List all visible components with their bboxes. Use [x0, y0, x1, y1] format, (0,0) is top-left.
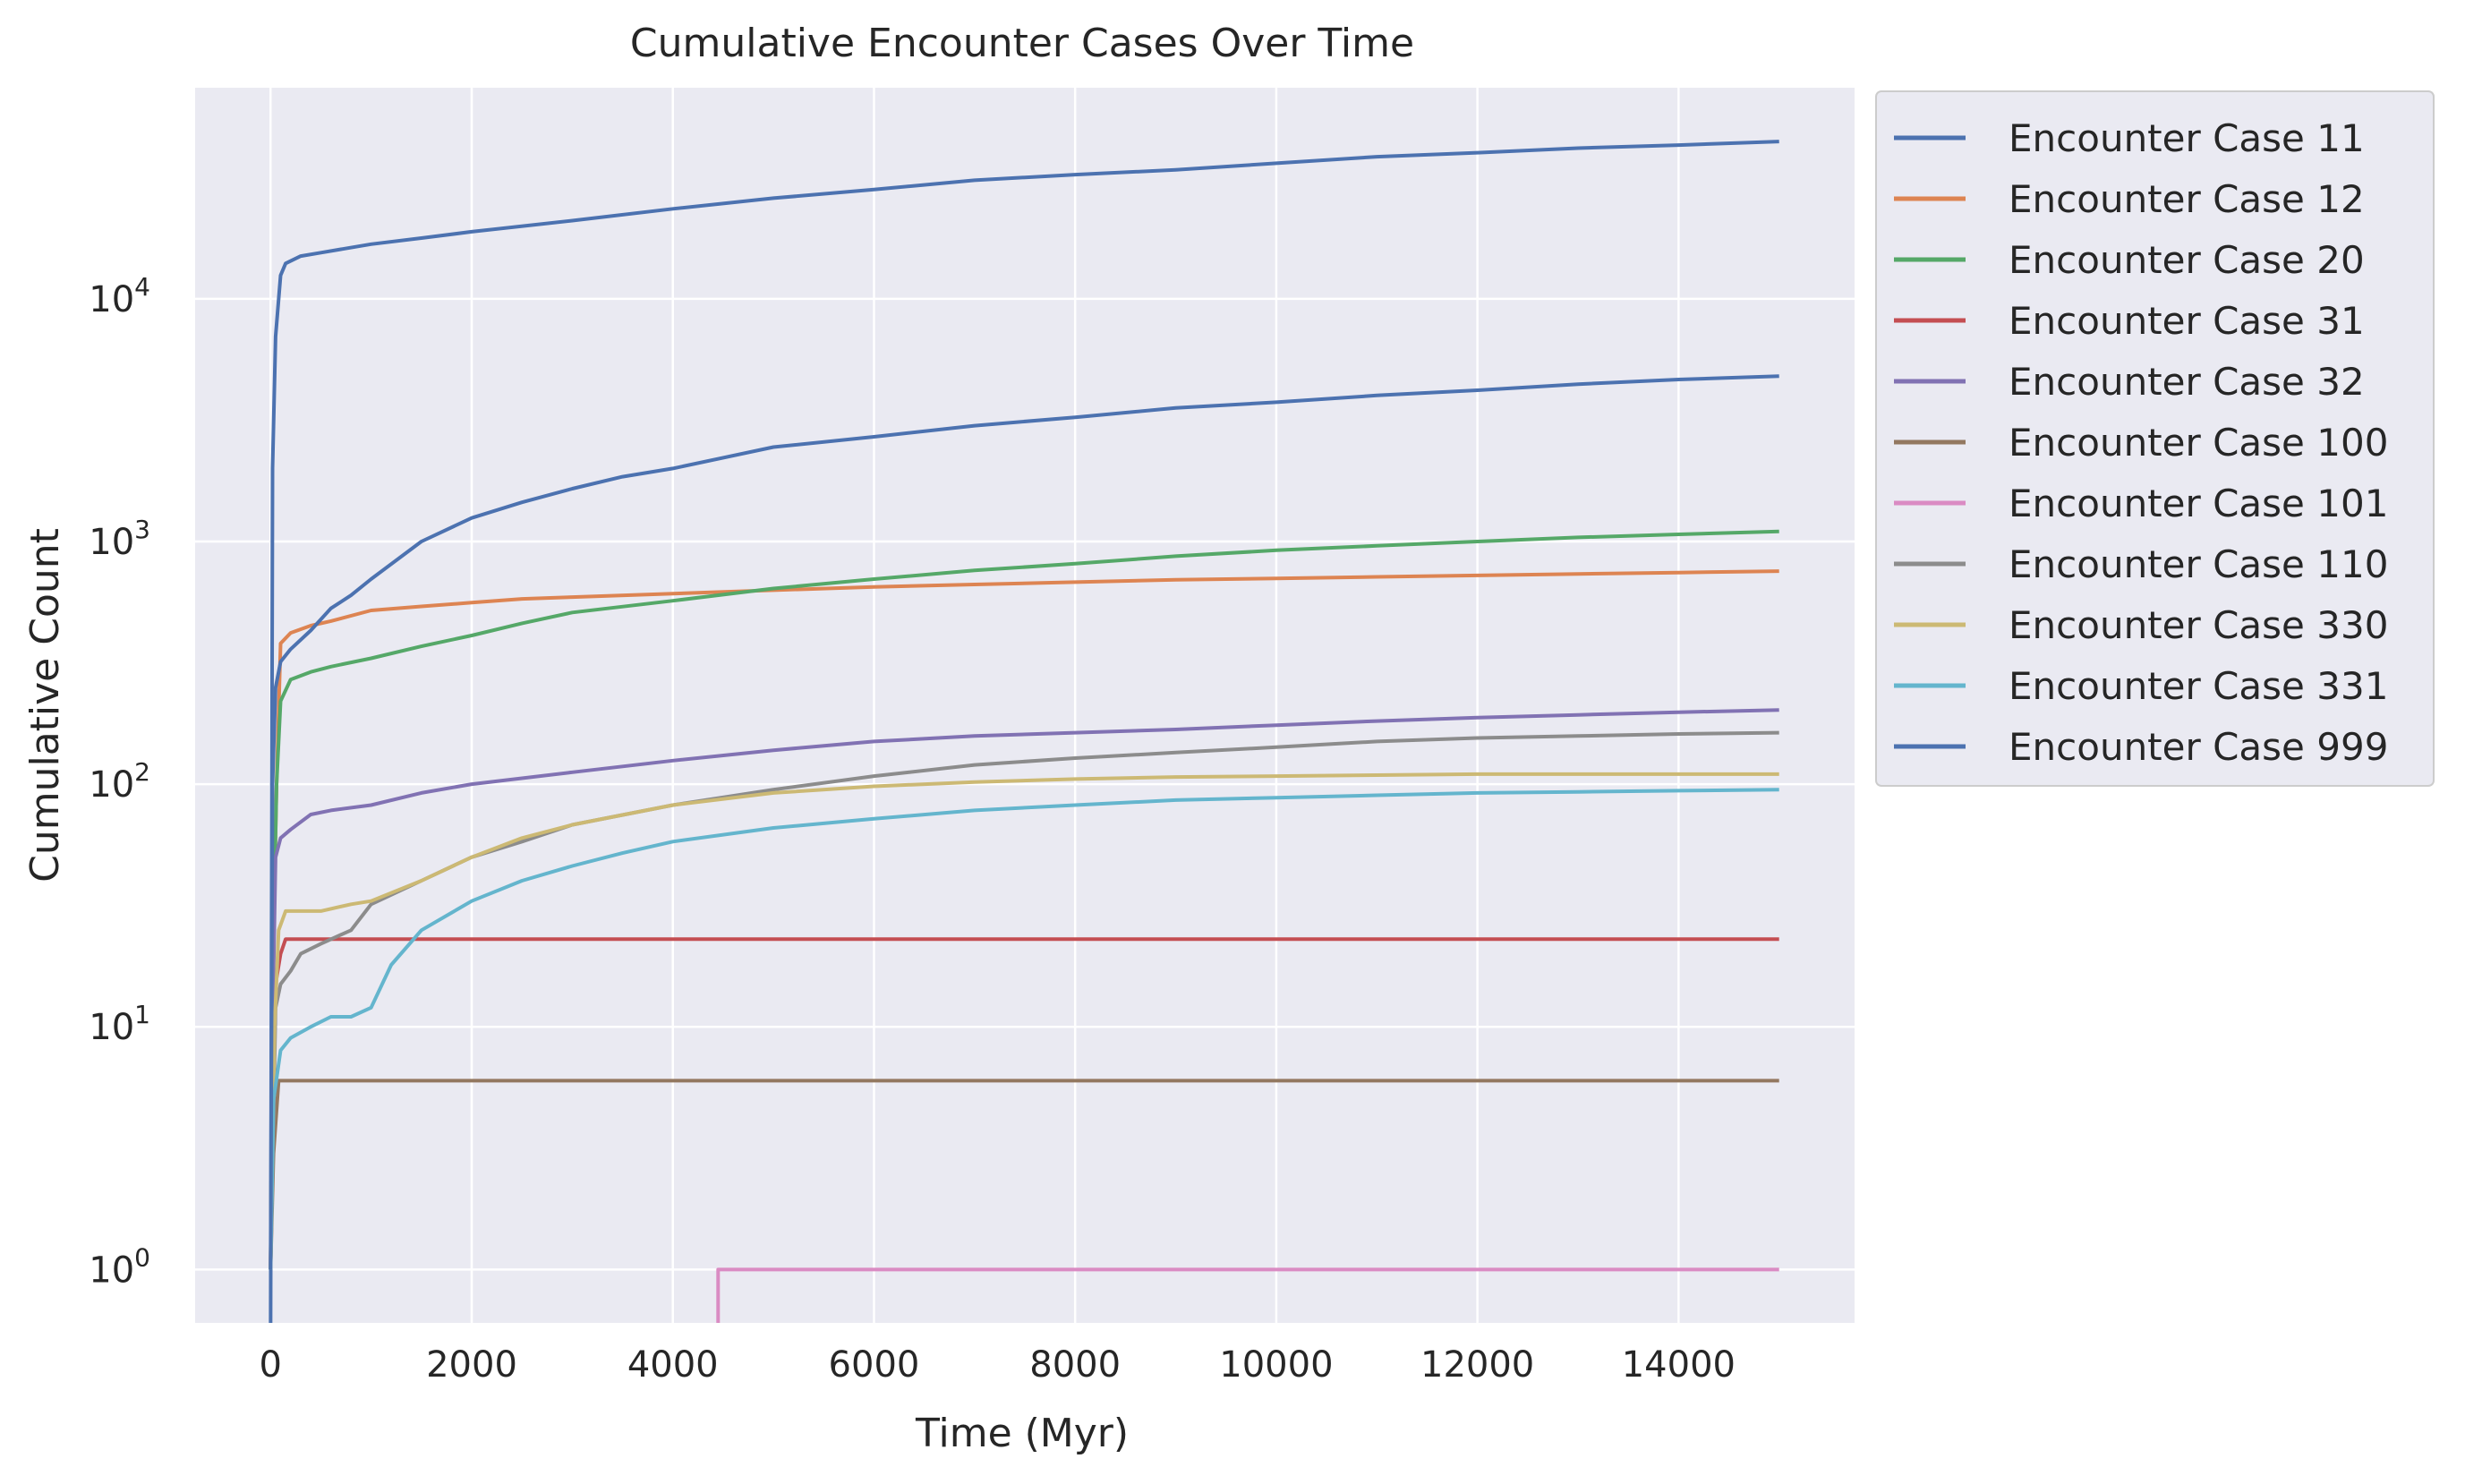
y-tick-label: 103 [89, 515, 150, 563]
legend-label-encounter-case-100: Encounter Case 100 [2009, 421, 2388, 465]
legend-label-encounter-case-32: Encounter Case 32 [2009, 360, 2365, 404]
series-line-encounter-case-330 [269, 772, 1779, 1270]
legend-label-encounter-case-12: Encounter Case 12 [2009, 177, 2365, 221]
x-tick-label: 14000 [1622, 1344, 1736, 1386]
legend-label-encounter-case-31: Encounter Case 31 [2009, 299, 2365, 343]
legend-label-encounter-case-331: Encounter Case 331 [2009, 664, 2388, 708]
y-tick-label: 100 [89, 1242, 150, 1291]
legend-label-encounter-case-20: Encounter Case 20 [2009, 238, 2365, 282]
x-tick-label: 2000 [426, 1344, 517, 1386]
x-tick-label: 10000 [1219, 1344, 1333, 1386]
legend: Encounter Case 11 Encounter Case 12 Encoun… [1875, 90, 2435, 787]
series-line-encounter-case-999 [269, 374, 1779, 1270]
legend-label-encounter-case-110: Encounter Case 110 [2009, 542, 2388, 586]
plot-area [195, 88, 1855, 1323]
x-tick-label: 0 [260, 1344, 282, 1386]
series-line-encounter-case-101 [716, 1267, 1779, 1323]
x-tick-labels: 0 2000 4000 6000 8000 10000 12000 14000 [260, 1344, 1736, 1386]
series-line-encounter-case-32 [269, 708, 1779, 1270]
legend-label-encounter-case-330: Encounter Case 330 [2009, 603, 2388, 647]
legend-box [1875, 90, 2435, 787]
series-line-encounter-case-331 [269, 788, 1779, 1270]
y-tick-label: 102 [89, 757, 150, 806]
x-axis-label: Time (Myr) [915, 1411, 1129, 1456]
legend-label-encounter-case-999: Encounter Case 999 [2009, 725, 2388, 769]
x-tick-label: 8000 [1029, 1344, 1121, 1386]
y-tick-label: 104 [89, 272, 150, 320]
y-tick-labels: 100 101 102 103 104 [89, 272, 150, 1291]
chart-title: Cumulative Encounter Cases Over Time [630, 21, 1414, 66]
series-line-encounter-case-12 [269, 569, 1779, 1270]
series-lines [269, 140, 1779, 1323]
y-axis-label: Cumulative Count [22, 528, 68, 883]
x-tick-label: 4000 [627, 1344, 719, 1386]
y-tick-label: 101 [89, 1000, 150, 1048]
series-line-encounter-case-11 [269, 140, 1779, 1323]
series-line-encounter-case-20 [269, 529, 1779, 1270]
x-tick-label: 6000 [829, 1344, 920, 1386]
x-tick-label: 12000 [1420, 1344, 1534, 1386]
legend-label-encounter-case-101: Encounter Case 101 [2009, 482, 2388, 525]
legend-label-encounter-case-11: Encounter Case 11 [2009, 116, 2365, 160]
